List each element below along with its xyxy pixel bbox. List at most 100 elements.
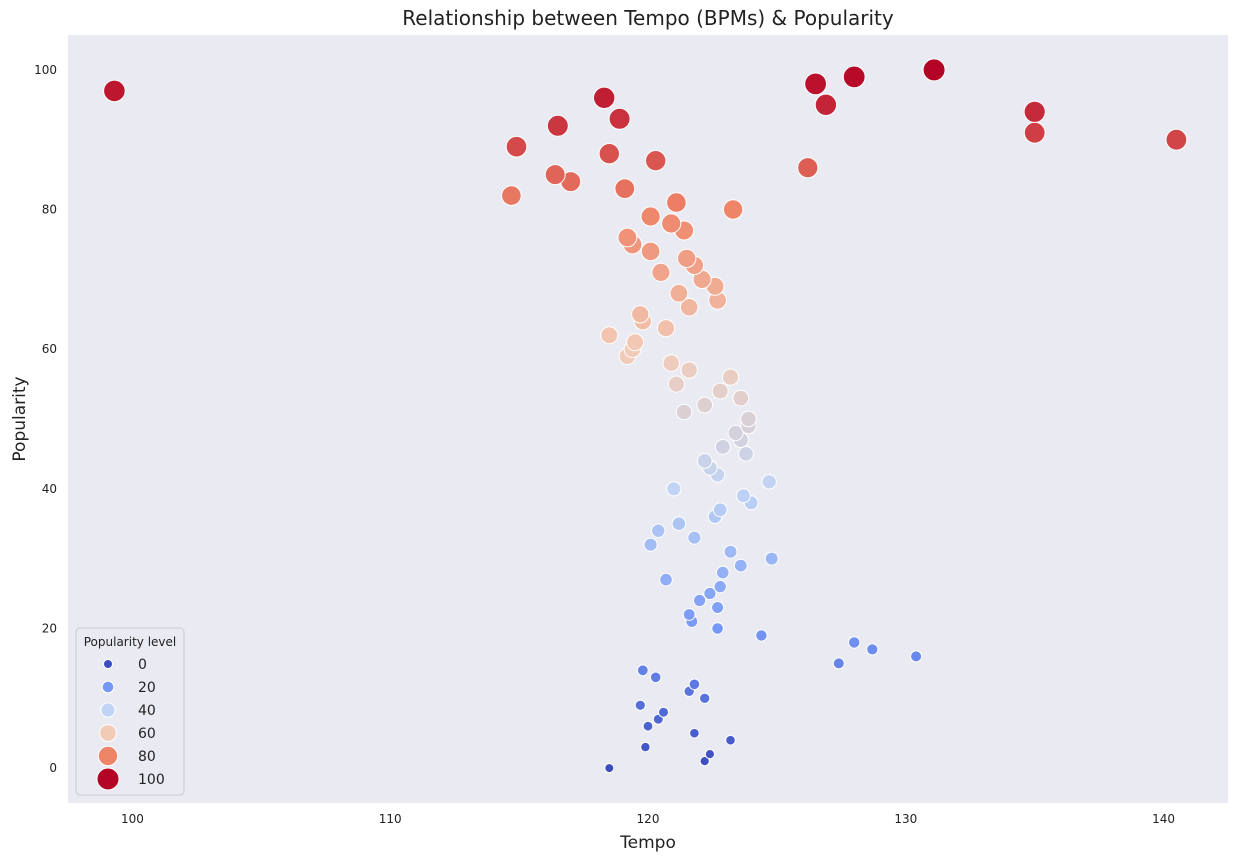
data-point bbox=[679, 298, 699, 317]
data-point bbox=[636, 664, 649, 677]
legend-label: 100 bbox=[138, 772, 165, 788]
data-point bbox=[505, 135, 528, 158]
data-point bbox=[832, 657, 845, 670]
data-point bbox=[661, 213, 682, 234]
data-point bbox=[714, 438, 731, 455]
data-point bbox=[723, 544, 738, 559]
data-point bbox=[699, 692, 711, 704]
data-point bbox=[643, 537, 658, 552]
y-ticks: 0 20 40 60 80 100 bbox=[34, 63, 57, 775]
legend-items: 0 20 40 60 80 100 bbox=[96, 657, 165, 791]
data-point bbox=[617, 227, 638, 248]
data-point bbox=[761, 474, 777, 490]
data-point bbox=[1165, 128, 1188, 151]
y-axis-label: Popularity bbox=[10, 376, 30, 461]
legend-label: 40 bbox=[138, 703, 156, 719]
data-point bbox=[600, 326, 619, 345]
chart-title: Relationship between Tempo (BPMs) & Popu… bbox=[402, 6, 894, 30]
data-point bbox=[764, 551, 779, 566]
data-point bbox=[608, 107, 631, 130]
plot-background bbox=[68, 35, 1228, 803]
data-point bbox=[598, 143, 620, 165]
x-tick-label: 140 bbox=[1152, 812, 1175, 826]
data-point bbox=[755, 629, 768, 642]
x-axis-label: Tempo bbox=[619, 833, 676, 853]
data-points bbox=[103, 58, 1188, 774]
data-point bbox=[842, 65, 866, 89]
data-point bbox=[740, 410, 757, 428]
y-tick-label: 100 bbox=[34, 63, 57, 77]
data-point bbox=[711, 622, 724, 635]
data-point bbox=[722, 199, 744, 220]
data-point bbox=[848, 636, 861, 649]
data-point bbox=[659, 572, 673, 587]
data-point bbox=[733, 558, 748, 573]
data-point bbox=[725, 734, 736, 746]
data-point bbox=[501, 185, 522, 206]
legend-box bbox=[75, 627, 185, 796]
data-point bbox=[604, 763, 615, 774]
data-point bbox=[711, 601, 725, 614]
data-point bbox=[658, 706, 669, 718]
data-point bbox=[804, 72, 827, 96]
data-point bbox=[666, 192, 687, 213]
data-point bbox=[866, 643, 879, 656]
data-point bbox=[696, 396, 714, 414]
legend-label: 0 bbox=[138, 657, 147, 673]
x-tick-label: 130 bbox=[894, 812, 917, 826]
data-point bbox=[735, 488, 751, 504]
legend-marker bbox=[99, 724, 117, 742]
data-point bbox=[738, 446, 754, 462]
y-tick-label: 40 bbox=[42, 482, 57, 496]
data-point bbox=[675, 403, 693, 421]
x-tick-label: 100 bbox=[121, 812, 144, 826]
data-point bbox=[704, 749, 716, 760]
data-point bbox=[727, 424, 744, 442]
y-tick-label: 20 bbox=[42, 621, 57, 635]
legend-marker bbox=[100, 702, 116, 718]
data-point bbox=[721, 368, 740, 386]
data-point bbox=[716, 565, 730, 580]
data-point bbox=[667, 375, 686, 393]
data-point bbox=[680, 361, 698, 379]
data-point bbox=[642, 720, 654, 732]
data-point bbox=[1023, 121, 1046, 144]
x-ticks: 100 110 120 130 140 bbox=[121, 812, 1175, 826]
data-point bbox=[671, 516, 687, 532]
legend-marker bbox=[96, 767, 120, 791]
data-point bbox=[1023, 100, 1046, 123]
x-tick-label: 120 bbox=[637, 812, 660, 826]
data-point bbox=[593, 86, 616, 110]
data-point bbox=[696, 453, 713, 469]
data-point bbox=[688, 678, 701, 691]
y-tick-label: 0 bbox=[49, 761, 57, 775]
data-point bbox=[544, 164, 566, 186]
data-point bbox=[656, 319, 676, 338]
data-point bbox=[662, 354, 681, 372]
data-point bbox=[703, 586, 717, 601]
data-point bbox=[711, 382, 729, 400]
data-point bbox=[689, 727, 700, 739]
legend: Popularity level 0 20 40 60 80 100 bbox=[75, 627, 185, 796]
data-point bbox=[669, 283, 689, 303]
data-point bbox=[640, 206, 661, 227]
data-point bbox=[651, 262, 671, 282]
x-tick-label: 110 bbox=[379, 812, 402, 826]
data-point bbox=[614, 178, 636, 200]
data-point bbox=[699, 756, 710, 767]
data-point bbox=[677, 248, 697, 269]
data-point bbox=[687, 530, 702, 545]
data-point bbox=[634, 699, 646, 711]
legend-marker bbox=[101, 680, 115, 694]
legend-marker bbox=[103, 659, 113, 669]
data-point bbox=[910, 650, 923, 663]
data-point bbox=[693, 593, 707, 608]
legend-label: 60 bbox=[138, 726, 156, 742]
data-point bbox=[640, 241, 661, 262]
data-point bbox=[640, 741, 651, 753]
legend-label: 20 bbox=[138, 680, 156, 696]
legend-marker bbox=[97, 745, 119, 767]
data-point bbox=[631, 305, 650, 324]
y-tick-label: 80 bbox=[42, 203, 57, 217]
